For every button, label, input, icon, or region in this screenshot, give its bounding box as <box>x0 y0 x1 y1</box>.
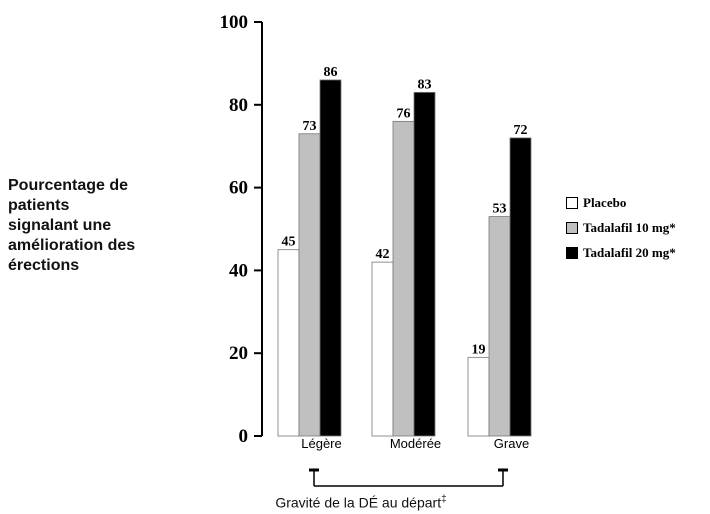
legend-item-tadalafil-20: Tadalafil 20 mg* <box>566 240 676 265</box>
legend-label: Tadalafil 10 mg* <box>583 219 676 235</box>
bar <box>413 91 436 437</box>
legend-item-placebo: Placebo <box>566 190 676 215</box>
y-axis-label-line: patients <box>8 197 70 214</box>
bar-value-label: 86 <box>324 65 338 80</box>
bar-value-label: 72 <box>514 123 528 138</box>
x-category-label: Grave <box>494 436 529 451</box>
bar <box>371 261 394 437</box>
bar-value-label: 76 <box>397 106 411 121</box>
y-axis-label: Pourcentage de patients signalant une am… <box>8 176 188 276</box>
bar-value-label: 73 <box>303 119 317 134</box>
y-tick-label: 80 <box>229 95 248 116</box>
bar-value-label: 83 <box>418 77 432 92</box>
legend-item-tadalafil-10: Tadalafil 10 mg* <box>566 215 676 240</box>
bar <box>277 249 300 437</box>
bar <box>488 216 511 437</box>
x-axis-label-mark: ‡ <box>441 494 447 505</box>
legend: Placebo Tadalafil 10 mg* Tadalafil 20 mg… <box>566 190 676 265</box>
bar-value-label: 45 <box>282 235 296 250</box>
x-axis-label: Gravité de la DÉ au départ‡ <box>0 494 710 511</box>
y-tick-label: 60 <box>229 178 248 199</box>
y-axis-label-line: signalant une <box>8 217 112 234</box>
bar-value-label: 53 <box>493 202 507 217</box>
axis-layer <box>254 21 508 487</box>
bar-value-label: 42 <box>376 247 390 262</box>
y-axis-label-line: Pourcentage de <box>8 177 129 194</box>
bar <box>509 137 532 437</box>
bar <box>467 356 490 437</box>
legend-swatch <box>566 246 578 259</box>
bars-layer <box>277 79 532 437</box>
legend-label: Tadalafil 20 mg* <box>583 244 676 260</box>
legend-swatch <box>566 221 578 234</box>
bar <box>298 133 321 437</box>
bar <box>319 79 342 437</box>
y-axis-label-line: érections <box>8 257 80 274</box>
labels-layer: 0 20 40 60 80 100 45 73 86 Légère 42 76 83 Modérée 19 5… <box>220 12 530 451</box>
x-category-label: Modérée <box>390 436 441 451</box>
y-axis-label-line: amélioration des <box>8 237 136 254</box>
y-tick-label: 100 <box>220 12 249 33</box>
legend-swatch <box>566 196 578 209</box>
bar-value-label: 19 <box>472 342 486 357</box>
bar <box>392 120 415 437</box>
y-tick-label: 20 <box>229 343 248 364</box>
x-category-label: Légère <box>301 436 341 451</box>
y-tick-label: 0 <box>239 426 249 447</box>
legend-label: Placebo <box>583 194 627 210</box>
x-axis-label-text: Gravité de la DÉ au départ <box>275 494 442 511</box>
y-tick-label: 40 <box>229 260 248 281</box>
